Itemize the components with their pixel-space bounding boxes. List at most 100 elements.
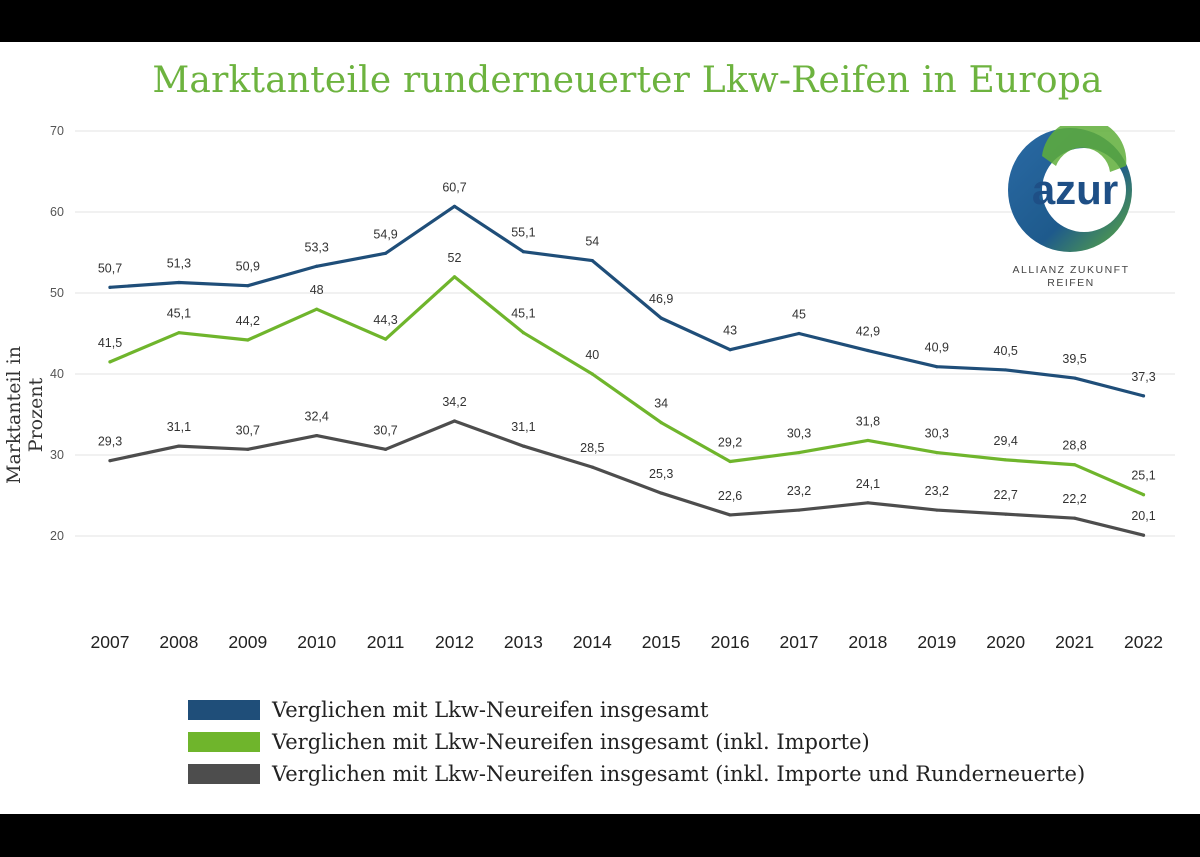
data-point [315, 264, 319, 268]
data-point [797, 450, 801, 455]
logo-green-arc [1042, 126, 1127, 172]
data-point [177, 280, 181, 285]
legend-label: Verglichen mit Lkw-Neureifen insgesamt (… [272, 762, 1086, 786]
data-label: 24,1 [856, 477, 880, 491]
data-label: 29,3 [98, 435, 122, 449]
data-label: 34 [654, 397, 668, 411]
data-point [452, 419, 457, 423]
data-point [1004, 458, 1008, 462]
data-label: 37,3 [1131, 370, 1155, 384]
data-point [246, 338, 250, 342]
data-label: 51,3 [167, 256, 191, 270]
chart-canvas: Marktanteile runderneuerter Lkw-Reifen i… [0, 42, 1200, 814]
data-point [384, 337, 388, 341]
legend-swatch-gray [188, 764, 260, 784]
data-label: 43 [723, 324, 737, 338]
data-point [1073, 463, 1077, 467]
x-tick-label: 2021 [1055, 632, 1094, 652]
x-tick-label: 2008 [159, 632, 198, 652]
series-line-1 [108, 275, 1146, 497]
data-point [866, 438, 870, 443]
series-line-2 [108, 419, 1146, 537]
data-label: 34,2 [442, 395, 466, 409]
data-label: 42,9 [856, 325, 880, 339]
data-label: 25,3 [649, 467, 673, 481]
data-label: 44,2 [236, 314, 260, 328]
data-label: 52 [448, 251, 462, 265]
legend-item-green: Verglichen mit Lkw-Neureifen insgesamt (… [188, 726, 1148, 758]
legend-label: Verglichen mit Lkw-Neureifen insgesamt [272, 698, 709, 722]
data-label: 32,4 [305, 410, 329, 424]
data-label: 46,9 [649, 292, 673, 306]
legend: Verglichen mit Lkw-Neureifen insgesamt V… [188, 694, 1148, 790]
data-point [108, 285, 112, 289]
data-label: 31,1 [167, 420, 191, 434]
data-point [1073, 516, 1077, 520]
y-tick-labels: 0 20 30 40 50 60 70 [50, 124, 64, 692]
x-tick-label: 2020 [986, 632, 1025, 652]
legend-swatch-green [188, 732, 260, 752]
y-tick-label: 70 [50, 124, 64, 138]
data-point [315, 307, 319, 311]
data-label: 40,5 [994, 344, 1018, 358]
data-label: 40,9 [925, 341, 949, 355]
x-tick-label: 2014 [573, 632, 612, 652]
data-label: 23,2 [925, 484, 949, 498]
data-point [452, 204, 457, 208]
data-point [108, 459, 112, 463]
legend-label: Verglichen mit Lkw-Neureifen insgesamt (… [272, 730, 870, 754]
data-label: 48 [310, 283, 324, 297]
data-label: 44,3 [373, 313, 397, 327]
data-point [1004, 368, 1008, 372]
x-tick-label: 2017 [780, 632, 819, 652]
data-point [935, 365, 939, 369]
legend-item-gray: Verglichen mit Lkw-Neureifen insgesamt (… [188, 758, 1148, 790]
data-point [1004, 512, 1008, 516]
x-tick-label: 2016 [711, 632, 750, 652]
logo-subtitle: ALLIANZ ZUKUNFT REIFEN [1012, 264, 1130, 289]
y-tick-label: 0 [54, 691, 61, 692]
data-label: 22,6 [718, 489, 742, 503]
y-tick-label: 40 [50, 367, 64, 381]
x-tick-labels: 2007 2008 2009 2010 2011 2012 2013 2014 2015 2016… [91, 632, 1163, 652]
series-lines [108, 204, 1146, 537]
x-tick-label: 2012 [435, 632, 474, 652]
legend-item-blue: Verglichen mit Lkw-Neureifen insgesamt [188, 694, 1148, 726]
data-point [590, 259, 594, 263]
data-point [177, 444, 181, 448]
data-label: 22,2 [1062, 492, 1086, 506]
data-label: 30,3 [925, 427, 949, 441]
x-tick-label: 2019 [917, 632, 956, 652]
x-tick-label: 2007 [91, 632, 130, 652]
data-label: 29,4 [994, 434, 1018, 448]
data-point [728, 459, 732, 464]
data-point [246, 447, 250, 451]
data-point [1073, 376, 1077, 380]
data-point [797, 331, 801, 336]
data-label: 60,7 [442, 180, 466, 194]
data-point [1141, 394, 1146, 398]
data-label: 28,5 [580, 441, 604, 455]
data-label: 45,1 [167, 307, 191, 321]
data-point [590, 372, 594, 376]
data-label: 50,7 [98, 261, 122, 275]
x-tick-label: 2015 [642, 632, 681, 652]
line-chart: 0203040506070 20072008200920102011201220… [50, 124, 1175, 692]
data-point [728, 513, 732, 517]
data-point [384, 447, 388, 451]
x-tick-label: 2009 [228, 632, 267, 652]
x-tick-label: 2018 [848, 632, 887, 652]
chart-title: Marktanteile runderneuerter Lkw-Reifen i… [152, 60, 1103, 101]
data-point [866, 348, 870, 353]
data-point [728, 348, 732, 352]
gridlines [75, 130, 1175, 537]
data-point [315, 433, 319, 438]
data-label: 30,7 [236, 423, 260, 437]
data-point [1141, 493, 1146, 497]
data-point [797, 508, 801, 512]
data-label: 23,2 [787, 484, 811, 498]
x-tick-label: 2022 [1124, 632, 1163, 652]
data-point [659, 421, 663, 425]
data-point [108, 360, 112, 364]
data-label: 22,7 [994, 488, 1018, 502]
